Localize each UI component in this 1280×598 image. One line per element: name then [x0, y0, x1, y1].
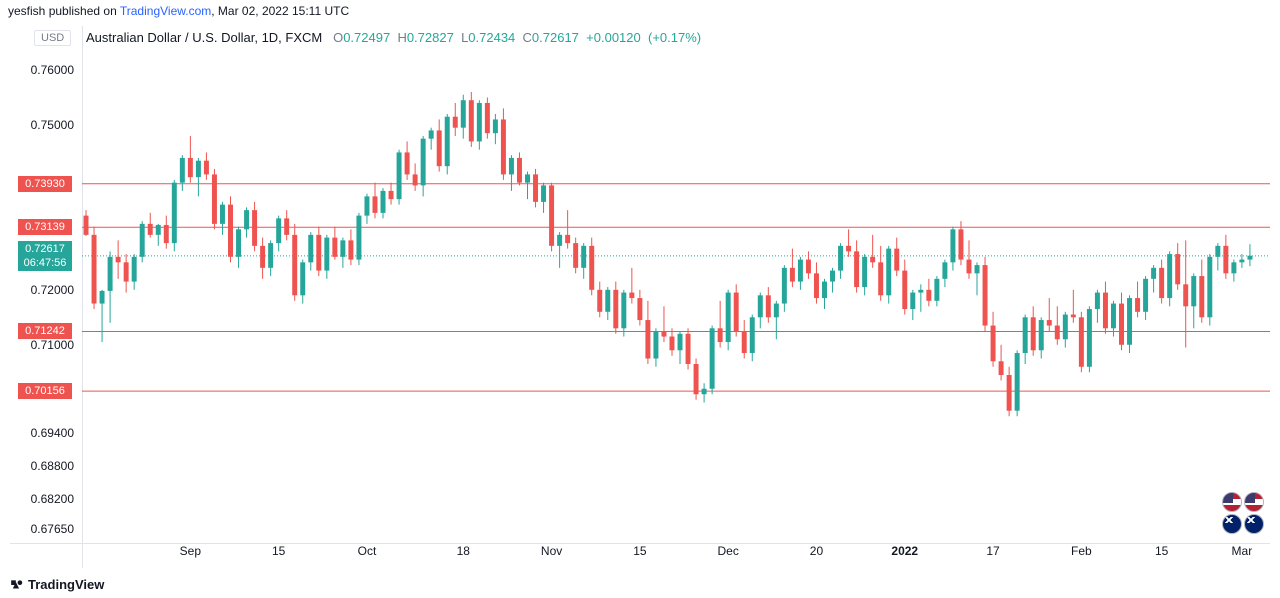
y-tick-label: 0.68200	[31, 492, 74, 506]
tradingview-icon	[10, 578, 24, 592]
x-tick-label: 15	[272, 544, 285, 558]
x-axis[interactable]: Sep 15 Oct 18 Nov 15 Dec 20 2022 17 Feb 15 Mar	[82, 544, 1270, 566]
x-tick-label: 17	[986, 544, 999, 558]
currency-flag-buttons	[1222, 492, 1264, 534]
x-tick-label: Oct	[358, 544, 377, 558]
y-tick-label: 0.69400	[31, 426, 74, 440]
chart-area[interactable]	[82, 48, 1270, 544]
ohlc-close: 0.72617	[532, 30, 579, 45]
y-tick-label: 0.75000	[31, 118, 74, 132]
y-tick-label: 0.71000	[31, 338, 74, 352]
publisher-name: yesfish	[8, 4, 45, 18]
site-link[interactable]: TradingView.com	[120, 4, 211, 18]
y-tick-label: 0.76000	[31, 63, 74, 77]
hline-price-label: 0.73930	[18, 176, 72, 192]
chart-legend: Australian Dollar / U.S. Dollar, 1D, FXC…	[86, 30, 701, 45]
ohlc-low: 0.72434	[468, 30, 515, 45]
candlestick-chart	[82, 48, 1270, 544]
y-tick-label: 0.68800	[31, 459, 74, 473]
symbol-title: Australian Dollar / U.S. Dollar, 1D, FXC…	[86, 30, 322, 45]
y-tick-label: 0.67650	[31, 522, 74, 536]
publish-header: yesfish published on TradingView.com, Ma…	[0, 0, 1280, 22]
ohlc-change-pct: (+0.17%)	[648, 30, 701, 45]
flag-us-icon[interactable]	[1222, 492, 1242, 512]
y-axis[interactable]: 0.76000 0.75000 0.73930 0.73139 0.7261706:47…	[0, 48, 82, 544]
flag-us-icon[interactable]	[1244, 492, 1264, 512]
x-tick-label: 20	[810, 544, 823, 558]
x-tick-label: Dec	[718, 544, 739, 558]
x-tick-label: 15	[1155, 544, 1168, 558]
tradingview-logo[interactable]: TradingView	[10, 577, 104, 592]
x-tick-label: 2022	[891, 544, 918, 558]
x-tick-label: 18	[457, 544, 470, 558]
x-tick-label: Mar	[1232, 544, 1253, 558]
x-tick-label: 15	[633, 544, 646, 558]
ohlc-change: +0.00120	[586, 30, 641, 45]
ohlc-open: 0.72497	[343, 30, 390, 45]
hline-price-label: 0.73139	[18, 219, 72, 235]
y-tick-label: 0.72000	[31, 283, 74, 297]
x-tick-label: Sep	[180, 544, 201, 558]
flag-au-icon[interactable]	[1222, 514, 1242, 534]
x-tick-label: Feb	[1071, 544, 1092, 558]
current-price-label: 0.7261706:47:56	[18, 241, 72, 271]
flag-au-icon[interactable]	[1244, 514, 1264, 534]
ohlc-high: 0.72827	[407, 30, 454, 45]
currency-badge[interactable]: USD	[34, 30, 71, 46]
x-tick-label: Nov	[541, 544, 562, 558]
